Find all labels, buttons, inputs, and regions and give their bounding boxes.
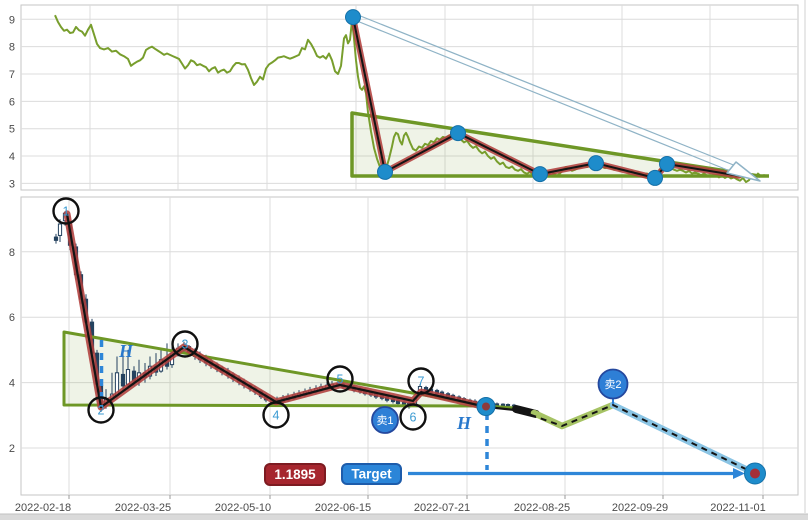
wave-number-label: 1 — [63, 205, 70, 219]
y-tick-label: 6 — [9, 312, 15, 324]
triangle-outline[interactable] — [62, 330, 489, 408]
wave-number-circle[interactable] — [52, 197, 80, 225]
candle-body — [53, 236, 59, 241]
top-triangle-outline[interactable] — [350, 111, 761, 178]
wave-number-label: 6 — [410, 411, 417, 425]
x-tick-label: 2022-02-18 — [15, 502, 71, 514]
target-box[interactable] — [341, 463, 402, 485]
trend-arrow-line[interactable] — [356, 20, 731, 172]
wave-number-circle[interactable] — [87, 396, 115, 424]
y-tick-label: 3 — [9, 178, 15, 190]
y-tick-label: 4 — [9, 378, 15, 390]
pivot-dot[interactable] — [450, 125, 466, 142]
wave-number-label: 5 — [337, 373, 344, 387]
y-tick-label: 5 — [9, 124, 15, 136]
wave-number-label: 3 — [182, 338, 189, 352]
footer-strip — [0, 514, 808, 520]
pivot-dot[interactable] — [377, 163, 393, 180]
candle-body — [494, 403, 500, 406]
sell-badge-label: 卖1 — [376, 414, 393, 427]
price-level-label: 1.1895 — [274, 467, 316, 482]
trend-arrow-line[interactable] — [357, 14, 737, 167]
height-label: H — [118, 341, 134, 361]
x-tick-label: 2022-05-10 — [215, 502, 271, 514]
y-tick-label: 9 — [9, 14, 15, 26]
x-tick-label: 2022-11-01 — [710, 502, 765, 514]
y-tick-label: 2 — [9, 443, 15, 455]
pivot-dot[interactable] — [647, 169, 663, 186]
sell-badge-label: 卖2 — [604, 378, 621, 391]
target-box-label: Target — [351, 467, 392, 482]
sell-badge[interactable] — [371, 406, 399, 434]
x-tick-label: 2022-07-21 — [414, 502, 470, 514]
y-tick-label: 8 — [9, 42, 15, 54]
wave-number-label: 2 — [98, 404, 105, 418]
sell-badge[interactable] — [597, 368, 629, 400]
target-arrow-head — [733, 468, 745, 479]
pivot-dot[interactable] — [588, 155, 604, 172]
wave-number-circle[interactable] — [407, 367, 435, 395]
target-end-marker-core — [750, 468, 760, 479]
y-tick-label: 7 — [9, 69, 15, 81]
candle-body — [125, 369, 131, 385]
trend-arrow-head[interactable] — [726, 161, 761, 182]
breakout-dot-core — [482, 402, 490, 411]
wave-number-circle[interactable] — [262, 401, 290, 429]
y-tick-label: 4 — [9, 151, 15, 163]
pivot-dot[interactable] — [659, 155, 675, 172]
wave-number-circle[interactable] — [171, 330, 199, 358]
x-tick-label: 2022-09-29 — [612, 502, 668, 514]
candle-body — [505, 404, 511, 407]
candle-body — [57, 223, 63, 236]
wave-number-label: 7 — [418, 375, 425, 389]
pivot-dot[interactable] — [345, 9, 361, 26]
candle-body — [120, 373, 126, 387]
height-label: H — [456, 413, 472, 433]
y-tick-label: 6 — [9, 96, 15, 108]
wave-number-label: 4 — [273, 409, 280, 423]
y-tick-label: 8 — [9, 247, 15, 259]
candle-body — [500, 403, 506, 407]
price-level-box[interactable] — [264, 463, 326, 486]
x-tick-label: 2022-08-25 — [514, 502, 570, 514]
pivot-dot[interactable] — [532, 166, 548, 183]
wave-number-circle[interactable] — [326, 365, 354, 393]
x-tick-label: 2022-06-15 — [315, 502, 371, 514]
x-tick-label: 2022-03-25 — [115, 502, 171, 514]
projection-dashed-core — [519, 404, 755, 474]
wave-number-circle[interactable] — [399, 403, 427, 431]
